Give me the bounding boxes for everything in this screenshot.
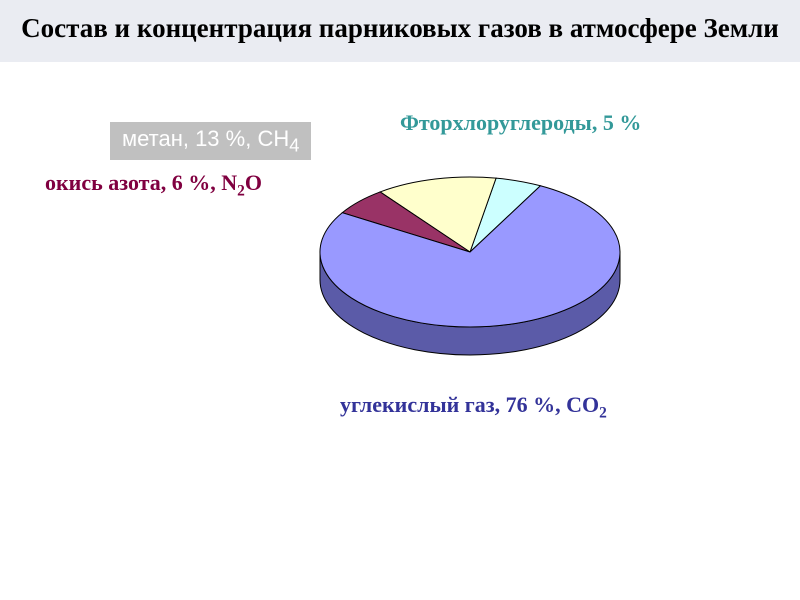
title-bar: Состав и концентрация парниковых газов в… — [0, 0, 800, 62]
label-n2o: окись азота, 6 %, N2O — [45, 170, 262, 200]
pie-chart — [300, 162, 620, 362]
page-title: Состав и концентрация парниковых газов в… — [20, 12, 780, 46]
chart-area: Фторхлоруглероды, 5 % метан, 13 %, CH4 о… — [0, 62, 800, 562]
label-cfc: Фторхлоруглероды, 5 % — [400, 110, 641, 136]
label-co2: углекислый газ, 76 %, CO2 — [340, 392, 607, 422]
label-methane: метан, 13 %, CH4 — [110, 122, 311, 160]
